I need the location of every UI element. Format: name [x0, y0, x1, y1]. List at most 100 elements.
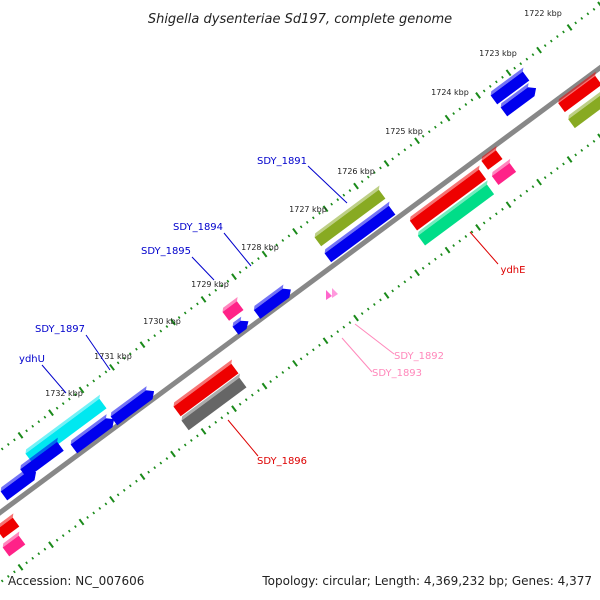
genome-stats-text: Topology: circular; Length: 4,369,232 bp…: [262, 574, 592, 588]
tick-mark: [231, 405, 237, 413]
tick-mark: [13, 438, 16, 442]
gene-top-face: [324, 201, 390, 254]
tick-mark: [580, 148, 584, 152]
kbp-label: 1727 kbp: [289, 205, 327, 214]
tick-mark: [238, 402, 242, 406]
tick-mark: [37, 552, 41, 556]
tick-mark: [6, 574, 10, 578]
tick-mark: [434, 257, 437, 261]
gene-label-leader: [354, 323, 395, 355]
gene-blue: [70, 414, 115, 454]
kbp-label: 1723 kbp: [479, 49, 517, 58]
tick-mark: [86, 384, 89, 387]
genome-backbone: [0, 64, 600, 516]
tick-mark: [98, 506, 102, 510]
gene-top-face: [500, 83, 529, 108]
tick-mark: [513, 66, 517, 70]
tick-mark: [0, 579, 4, 583]
gene-top-face: [110, 386, 147, 417]
gene-top-face: [0, 467, 29, 492]
tick-mark: [135, 347, 138, 351]
accession-text: Accession: NC_007606: [8, 574, 145, 588]
gene-body: [70, 418, 115, 454]
tick-mark: [189, 439, 193, 442]
kbp-label: 1725 kbp: [385, 127, 423, 136]
tick-mark: [139, 473, 146, 481]
tick-mark: [525, 189, 529, 193]
tick-mark: [281, 239, 285, 242]
tick-mark: [482, 221, 486, 225]
tick-mark: [292, 227, 298, 235]
gene-body: [110, 390, 155, 426]
tick-mark: [269, 248, 272, 251]
tick-mark: [208, 293, 211, 297]
tick-mark: [482, 89, 486, 93]
tick-mark: [330, 334, 334, 338]
tick-mark: [488, 84, 492, 88]
tick-mark: [519, 62, 523, 66]
tick-mark: [574, 153, 578, 157]
gene-top-face: [253, 284, 284, 311]
gene-body: [20, 441, 64, 479]
tick-mark: [562, 162, 565, 166]
gene-label-leader: [307, 165, 348, 204]
tick-mark: [170, 318, 176, 326]
tick-mark: [366, 307, 370, 311]
tick-mark: [55, 406, 59, 410]
tick-mark: [86, 516, 89, 519]
tick-mark: [61, 534, 65, 538]
gene-pink: [222, 297, 244, 321]
tick-mark: [177, 448, 181, 451]
tick-mark: [281, 371, 285, 374]
map-title: Shigella dysenteriae Sd197, complete gen…: [148, 12, 452, 27]
tick-mark: [74, 525, 77, 528]
gene-olive: [568, 87, 600, 129]
tick-mark: [250, 393, 254, 397]
tick-mark: [305, 220, 309, 224]
tick-mark: [311, 216, 315, 220]
gene-red: [409, 165, 487, 231]
gene-label: SDY_1891: [257, 156, 307, 167]
tick-mark: [250, 261, 254, 265]
tick-mark: [48, 541, 54, 549]
tick-mark: [383, 160, 390, 167]
tick-mark: [177, 316, 181, 319]
tick-mark: [379, 298, 382, 302]
gene-top-face: [70, 414, 107, 445]
tick-mark: [292, 359, 298, 367]
tick-mark: [128, 484, 132, 488]
tick-mark: [48, 409, 54, 417]
gene-pink-small: [326, 290, 332, 300]
gene-label: ydhE: [501, 265, 526, 276]
tick-mark: [488, 216, 492, 220]
gene-top-face: [417, 180, 488, 236]
gene-pink: [2, 531, 26, 557]
kbp-label: 1731 kbp: [94, 352, 132, 361]
tick-mark: [299, 225, 303, 229]
gene-body: [2, 535, 26, 557]
gene-top-face: [173, 359, 232, 407]
tick-mark: [342, 325, 346, 329]
tick-mark: [586, 144, 590, 148]
tick-mark: [562, 30, 565, 34]
tick-mark: [6, 442, 10, 446]
gene-label: SDY_1892: [394, 351, 444, 362]
tick-mark: [43, 415, 47, 419]
gene-blue: [500, 83, 537, 117]
gene-body: [491, 163, 517, 185]
tick-mark: [37, 420, 41, 424]
tick-mark: [536, 178, 542, 186]
gene-top-face: [568, 87, 600, 120]
tick-mark: [513, 198, 517, 202]
tick-mark: [25, 561, 28, 565]
gene-body: [417, 184, 495, 246]
tick-mark: [336, 198, 340, 202]
gene-label: SDY_1896: [257, 456, 307, 467]
kbp-label: 1724 kbp: [431, 88, 469, 97]
gene-red: [173, 359, 239, 417]
gene-red: [0, 513, 20, 539]
tick-mark: [366, 175, 370, 179]
tick-mark: [318, 343, 321, 347]
